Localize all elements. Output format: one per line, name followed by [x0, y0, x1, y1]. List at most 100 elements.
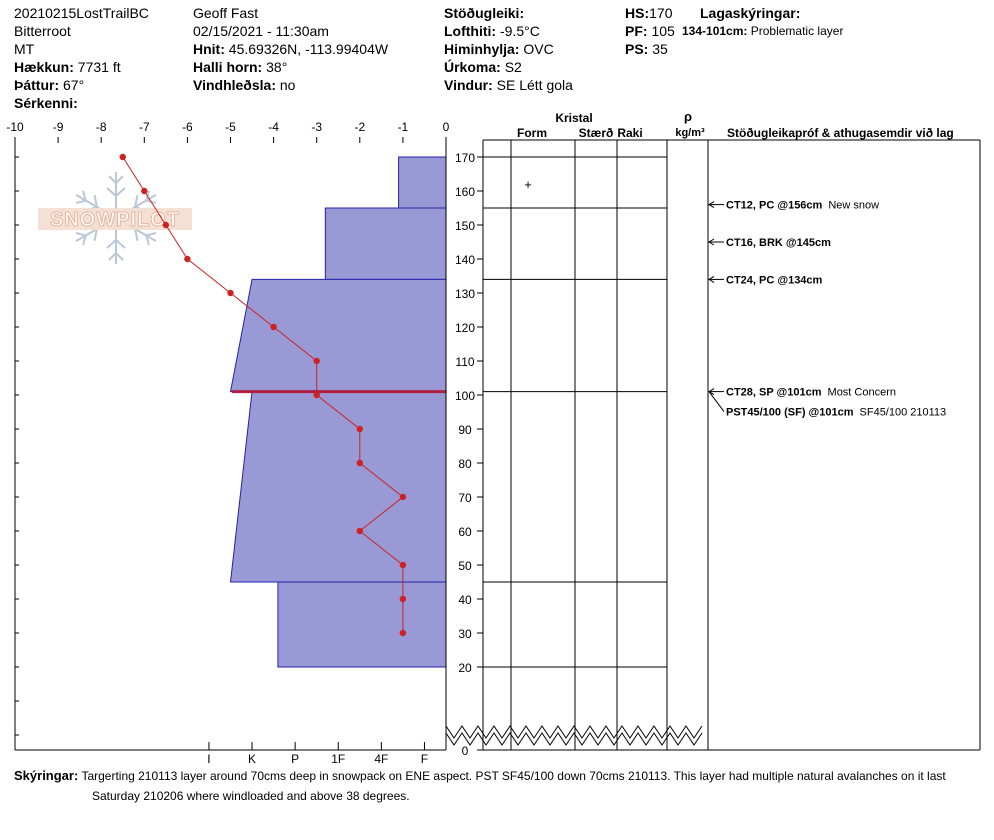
snowflake-branch: [108, 251, 124, 261]
temperature-point: [356, 459, 363, 467]
wind-loading-label: Vindhleðsla:: [193, 77, 276, 93]
comments-label: Skýringar:: [14, 768, 79, 783]
test-text: CT12, PC @156cm New snow: [726, 200, 879, 212]
column-form: Form: [517, 126, 547, 140]
observer: Geoff Fast: [193, 5, 259, 21]
air-temp-value: -9.5°C: [499, 23, 540, 39]
test-comment: SF45/100 210113: [860, 407, 947, 419]
column-tests: Stöðugleikapróf & athugasemdir við lag: [727, 126, 954, 140]
temperature-point: [162, 221, 170, 229]
height-tick-label: 40: [458, 593, 472, 607]
wind-loading: Vindhleðsla: no: [193, 76, 295, 94]
temperature-point: [399, 629, 407, 637]
height-tick-label: 160: [455, 185, 475, 199]
temperature-point: [184, 255, 191, 263]
height-tick-label: 120: [455, 321, 475, 335]
arrow-head-icon: [708, 275, 715, 283]
coordinates: Hnit: 45.69326N, -113.99404W: [193, 40, 388, 58]
ps-value: 35: [652, 41, 668, 57]
stability-test: PST45/100 (SF) @101cm SF45/100 210113: [708, 391, 947, 419]
test-result: PST45/100 (SF) @101cm: [726, 407, 854, 419]
stability-test: CT16, BRK @145cm: [708, 237, 831, 249]
depth-break-zigzag: [445, 725, 703, 739]
coords-value: 45.69326N, -113.99404W: [228, 41, 389, 57]
pf-value: 105: [651, 23, 675, 39]
column-crystal: Kristal: [555, 111, 592, 125]
test-arrow: [708, 391, 725, 412]
stability-test: CT12, PC @156cm New snow: [708, 200, 879, 212]
temp-tick-label: -5: [225, 120, 236, 134]
hardness-label: 1F: [331, 752, 345, 766]
temperature-point: [119, 153, 126, 161]
snowflake-branch: [145, 190, 157, 205]
layer-note-depth: 134-101cm:: [682, 24, 748, 38]
snowflake-branch: [108, 175, 124, 185]
wind-value: SE Létt gola: [496, 77, 573, 93]
comments-line-1: Targerting 210113 layer around 70cms dee…: [81, 769, 946, 783]
layer-note: 134-101cm: Problematic layer: [682, 22, 843, 40]
test-text: CT16, BRK @145cm: [726, 237, 831, 249]
sky-label: Himinhylja:: [444, 41, 520, 57]
range-name: Bitterroot: [14, 23, 71, 39]
height-tick-label: 90: [458, 423, 472, 437]
aspect-value: 67°: [63, 77, 85, 93]
height-tick-label: 170: [455, 151, 475, 165]
precip-value: S2: [504, 59, 522, 75]
height-tick-label: 150: [455, 219, 475, 233]
height-tick-label: 20: [458, 661, 472, 675]
hs-label: HS:: [625, 5, 650, 21]
temp-tick-label: -1: [398, 120, 409, 134]
test-text: CT28, SP @101cm Most Concern: [726, 387, 896, 399]
test-text: CT24, PC @134cm: [726, 274, 823, 286]
column-density-symbol: ρ: [684, 109, 692, 124]
height-tick-label: 30: [458, 627, 472, 641]
sky-cover: Himinhylja: OVC: [444, 40, 554, 58]
temp-tick-label: -4: [268, 120, 279, 134]
column-size: Stærð: [579, 126, 614, 140]
stability-label: Stöðugleiki:: [444, 5, 525, 21]
height-tick-label: 50: [458, 559, 472, 573]
hardness-label: P: [291, 752, 299, 766]
hardness-layers: [229, 156, 447, 668]
test-result: CT12, PC @156cm: [726, 200, 823, 212]
column-density-unit: kg/m³: [675, 127, 705, 139]
temperature-point: [356, 527, 363, 535]
crystal-columns: 0 20 30 40 50 60 70 80 90 100 110 120 130 140 150 160 17…: [445, 109, 981, 758]
snowflake-branch: [145, 231, 157, 246]
temperature-point: [399, 595, 407, 603]
foot-penetration: PS: 35: [625, 40, 668, 58]
datetime: 02/15/2021 - 11:30am: [193, 23, 329, 39]
depth-break-zigzag: [445, 732, 703, 746]
stability-tests: CT12, PC @156cm New snow CT16, BRK @145cm C…: [708, 200, 947, 419]
test-result: CT28, SP @101cm: [726, 387, 822, 399]
temperature-point: [227, 289, 234, 297]
pf-label: PF:: [625, 23, 648, 39]
logo-text: SNOWPILOT: [50, 209, 180, 231]
test-result: CT16, BRK @145cm: [726, 237, 831, 249]
temperature-point: [356, 425, 363, 433]
sky-value: OVC: [523, 41, 554, 57]
crystal-form-mark: +: [524, 177, 532, 192]
height-tick-label: 130: [455, 287, 475, 301]
stability-test: CT28, SP @101cm Most Concern: [708, 387, 896, 399]
wind-label: Vindur:: [444, 77, 493, 93]
hardness-label: K: [248, 752, 256, 766]
snow-depth: HS:170: [625, 4, 672, 22]
hardness-layer: [398, 156, 447, 209]
temperature-point: [313, 391, 320, 399]
elevation-label: Hækkun:: [14, 59, 74, 75]
column-moisture: Raki: [617, 126, 642, 140]
temp-tick-label: -2: [354, 120, 365, 134]
hardness-layer: [324, 207, 447, 280]
test-comment: New snow: [828, 200, 879, 212]
snowflake-branch: [75, 190, 87, 205]
height-tick-label: 60: [458, 525, 472, 539]
height-tick-label: 140: [455, 253, 475, 267]
height-tick-label: 100: [455, 389, 475, 403]
hardness-layer: [229, 278, 447, 393]
slope-value: 38°: [266, 59, 288, 75]
snowflake-branch: [106, 238, 126, 249]
temp-tick-label: -8: [96, 120, 107, 134]
temp-tick-label: 0: [443, 120, 450, 134]
